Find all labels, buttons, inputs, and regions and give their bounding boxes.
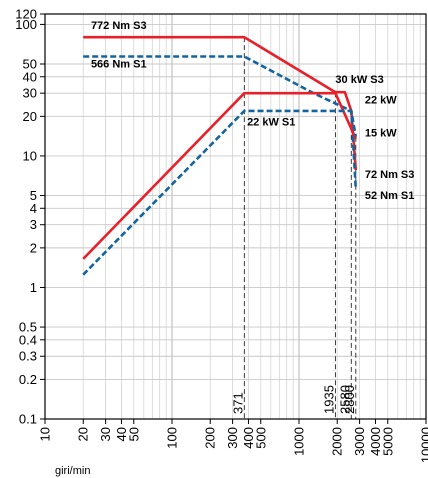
y-tick-label: 30 — [23, 86, 37, 101]
x-tick-label: 10000 — [419, 427, 428, 463]
y-tick-label: 4 — [30, 201, 37, 216]
y-tick-label: 40 — [23, 69, 37, 84]
annotation-label: 72 Nm S3 — [365, 169, 415, 181]
annotation-label: 30 kW S3 — [335, 74, 383, 86]
x-tick-label: 1000 — [292, 427, 307, 456]
y-tick-label: 0.3 — [19, 349, 37, 364]
y-tick-label: 0.4 — [19, 332, 37, 347]
annotation-label: 15 kW — [365, 128, 397, 140]
y-tick-label: 3 — [30, 217, 37, 232]
y-tick-label: 2 — [30, 240, 37, 255]
y-tick-label: 1 — [30, 280, 37, 295]
y-tick-label: 20 — [23, 109, 37, 124]
speed-marker-label: 2580 — [337, 385, 352, 414]
x-tick-label: 200 — [203, 427, 218, 449]
annotation-label: 52 Nm S1 — [365, 190, 415, 202]
series-lines — [82, 35, 358, 276]
x-tick-label: 20 — [76, 427, 91, 441]
annotations: 772 Nm S3 566 Nm S1 30 kW S3 22 kW 22 kW S1 1… — [91, 20, 414, 202]
y-tick-label: 0.1 — [19, 412, 37, 427]
y-tick-label: 0.2 — [19, 372, 37, 387]
annotation-label: 772 Nm S3 — [91, 20, 147, 32]
y-tick-label: 120 — [15, 7, 37, 22]
plot-frame — [44, 13, 427, 420]
speed-marker-label: 1935 — [321, 385, 336, 414]
y-tick-label: 0.5 — [19, 320, 37, 335]
y-tick-label: 100 — [15, 17, 37, 32]
x-tick-label: 10 — [38, 427, 53, 441]
x-tick-label: 4000 — [368, 427, 383, 456]
y-tick-label: 10 — [23, 148, 37, 163]
x-tick-label: 300 — [225, 427, 240, 449]
series-line-s1 — [82, 109, 358, 276]
x-tick-label: 40 — [114, 427, 129, 441]
x-tick-label: 5000 — [380, 427, 395, 456]
x-tick-label: 500 — [253, 427, 268, 449]
x-tick-label: 400 — [241, 427, 256, 449]
speed-marker-label: 2800 — [342, 385, 357, 414]
annotation-label: 566 Nm S1 — [91, 59, 147, 71]
y-tick-label: 5 — [30, 188, 37, 203]
x-tick-label: 3000 — [352, 427, 367, 456]
x-tick-label: 50 — [126, 427, 141, 441]
annotation-label: 22 kW — [365, 95, 397, 107]
grid — [45, 14, 426, 419]
x-tick-label: 100 — [165, 427, 180, 449]
x-axis-unit: giri/min — [55, 465, 90, 477]
x-tick-label: 2000 — [330, 427, 345, 456]
series-line-s3 — [82, 91, 357, 260]
annotation-label: 22 kW S1 — [247, 117, 295, 129]
y-tick-label: 50 — [23, 57, 37, 72]
x-tick-label: 30 — [98, 427, 113, 441]
speed-marker-label: 371 — [230, 392, 245, 414]
